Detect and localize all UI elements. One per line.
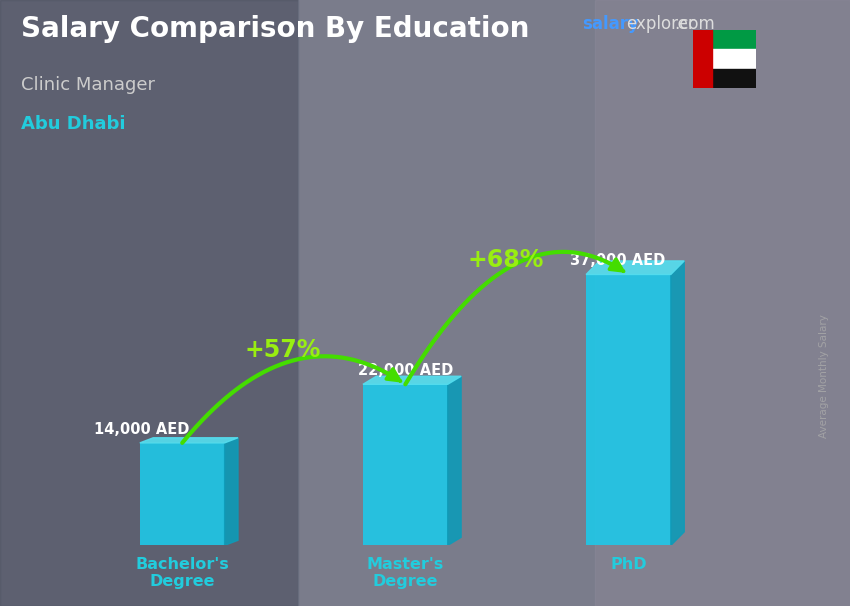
Polygon shape — [448, 376, 461, 545]
Bar — [139, 443, 224, 545]
Text: .com: .com — [674, 15, 715, 33]
Text: 37,000 AED: 37,000 AED — [570, 253, 665, 268]
Text: Salary Comparison By Education: Salary Comparison By Education — [21, 15, 530, 43]
Bar — [693, 30, 756, 49]
Polygon shape — [363, 376, 461, 384]
Text: salary: salary — [582, 15, 639, 33]
Text: Clinic Manager: Clinic Manager — [21, 76, 156, 94]
Bar — [0, 0, 298, 606]
Polygon shape — [224, 438, 238, 545]
Text: 22,000 AED: 22,000 AED — [358, 363, 453, 378]
Bar — [693, 30, 711, 88]
Polygon shape — [671, 261, 684, 545]
Text: +57%: +57% — [245, 338, 320, 362]
Bar — [693, 68, 756, 88]
Bar — [586, 275, 671, 545]
Bar — [298, 0, 595, 606]
Text: explorer: explorer — [626, 15, 695, 33]
Polygon shape — [139, 438, 238, 443]
Text: +68%: +68% — [468, 248, 544, 272]
Text: Average Monthly Salary: Average Monthly Salary — [819, 314, 829, 438]
Bar — [363, 384, 448, 545]
Text: Abu Dhabi: Abu Dhabi — [21, 115, 126, 133]
Polygon shape — [586, 261, 684, 275]
Bar — [595, 0, 850, 606]
Text: 14,000 AED: 14,000 AED — [94, 422, 190, 436]
Bar — [693, 49, 756, 68]
